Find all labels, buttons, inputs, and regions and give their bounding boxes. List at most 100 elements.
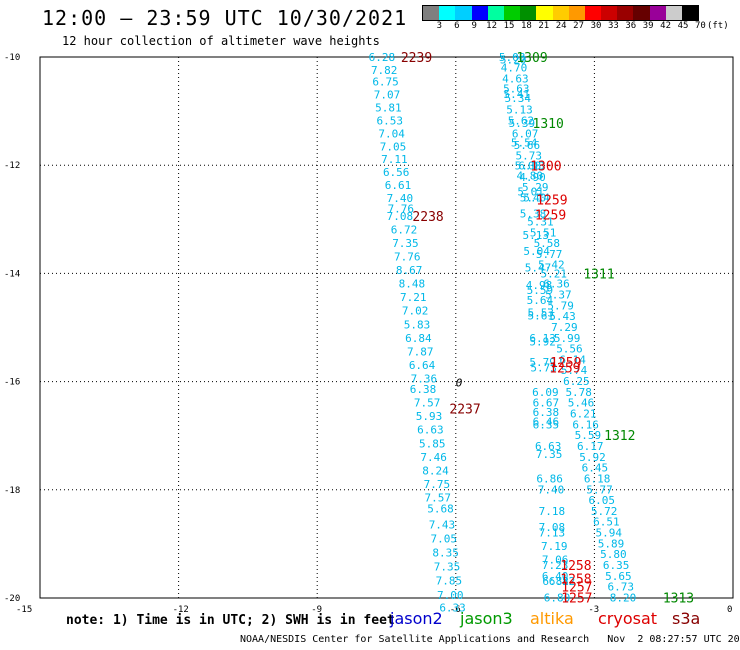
swh-point: 7.87 [407, 345, 434, 358]
swh-point: 6.03 [518, 160, 545, 173]
swh-point: 5.01 [517, 186, 544, 199]
x-tick-label: 0 [727, 605, 732, 615]
swh-point: 5.39 [509, 117, 536, 130]
swh-point: 6.63 [417, 424, 444, 437]
legend-swatch [568, 6, 585, 20]
legend-label: 21 [538, 21, 550, 31]
swh-point: 7.23 [542, 559, 569, 572]
legend-label: 15 [503, 21, 515, 31]
swh-point: 7.40 [387, 192, 414, 205]
swh-point: 6.17 [577, 440, 604, 453]
swh-point: 5.56 [556, 343, 583, 356]
swh-point: 8.67 [396, 264, 423, 277]
swh-point: 5.73 [530, 362, 557, 375]
swh-point: 8.35 [432, 547, 459, 560]
swh-point: 5.99 [554, 332, 581, 345]
swh-point: 7.05 [431, 532, 458, 545]
swh-point: 5.53 [528, 306, 555, 319]
chart-subtitle: 12 hour collection of altimeter wave hei… [62, 34, 380, 48]
swh-point: 7.00 [437, 589, 464, 602]
swh-point: 6.21 [570, 408, 597, 421]
swh-point: 4.80 [516, 169, 543, 182]
swh-point: 5.42 [538, 259, 565, 272]
swh-point: 6.36 [543, 278, 570, 291]
swh-point: 5.14 [523, 192, 550, 205]
swh-point: 5.38 [520, 207, 547, 220]
swh-point: 6.56 [383, 166, 410, 179]
pass-time-label: 1310 [533, 117, 564, 132]
swh-point: 7.76 [394, 251, 421, 264]
track-symbol: 0 [456, 377, 463, 390]
swh-point: 6.61 [385, 179, 412, 192]
y-tick-label: -10 [4, 53, 20, 63]
swh-point: 7.40 [538, 483, 565, 496]
swh-point: 6.46 [533, 416, 560, 429]
pass-time-label: 1258 [560, 559, 591, 574]
swh-point: 6.33 [439, 602, 466, 615]
swh-point: 5.47 [525, 261, 552, 274]
legend-swatch [487, 6, 504, 20]
legend-label: 6 [454, 21, 460, 31]
pass-time-label: 2239 [401, 51, 432, 66]
swh-point: 5.72 [591, 505, 618, 518]
swh-point: 4.70 [501, 61, 528, 74]
legend-swatch [649, 6, 666, 20]
pass-time-label: 2238 [412, 210, 443, 225]
swh-point: 7.46 [420, 451, 447, 464]
swh-point: 5.46 [568, 397, 595, 410]
satellite-label-s3a: s3a [672, 609, 701, 628]
swh-point: 5.29 [522, 181, 549, 194]
swh-point: 5.89 [598, 537, 625, 550]
swh-point: 5.79 [529, 356, 556, 369]
legend-label: 12 [486, 21, 498, 31]
satellite-label-cryosat: cryosat [598, 609, 658, 628]
swh-point: 7.05 [380, 140, 407, 153]
pass-time-label: 1259 [550, 356, 581, 371]
pass-time-label: 1312 [604, 429, 635, 444]
swh-point: 5.94 [595, 527, 622, 540]
swh-point: 5.78 [565, 386, 592, 399]
swh-point: 5.13 [506, 103, 533, 116]
swh-point: 5.77 [586, 483, 613, 496]
legend-swatch [455, 6, 472, 20]
legend-label: (ft) [706, 21, 729, 31]
y-tick-label: -12 [4, 161, 20, 171]
swh-point: 4.98 [526, 279, 553, 292]
legend-label: 33 [607, 21, 619, 31]
swh-point: 5.77 [536, 248, 563, 261]
pass-time-label: 1257 [561, 581, 592, 596]
swh-point: 5.61 [528, 310, 555, 323]
footer-note: note: 1) Time is in UTC; 2) SWH is in fe… [66, 613, 395, 628]
legend-label: 9 [471, 21, 477, 31]
swh-point: 7.82 [371, 64, 398, 77]
swh-point: 7.85 [436, 575, 463, 588]
swh-point: 5.74 [561, 364, 588, 377]
swh-point: 5.81 [375, 101, 402, 114]
footer-credit: NOAA/NESDIS Center for Satellite Applica… [240, 634, 740, 645]
legend-swatch [617, 6, 634, 20]
legend-label: 18 [520, 21, 532, 31]
legend-swatch [503, 6, 521, 20]
swh-point: 4.63 [502, 73, 529, 86]
swh-point: 5.20 [500, 54, 527, 67]
swh-point: 6.07 [512, 127, 539, 140]
swh-point: 8.48 [399, 278, 426, 291]
satellite-label-jason3: jason3 [460, 609, 513, 628]
swh-point: 6.38 [410, 383, 437, 396]
swh-point: 6.35 [603, 559, 630, 572]
swh-point: 5.54 [511, 136, 538, 149]
pass-time-label: 1258 [560, 573, 591, 588]
swh-point: 6.40 [542, 570, 569, 583]
legend-swatch [584, 6, 602, 20]
swh-point: 5.83 [404, 318, 431, 331]
swh-point: 5.59 [575, 429, 602, 442]
swh-point: 5.37 [545, 288, 572, 301]
swh-point: 7.08 [539, 521, 566, 534]
swh-point: 6.09 [532, 386, 559, 399]
x-tick-label: -12 [173, 605, 189, 615]
swh-point: 7.21 [400, 291, 427, 304]
swh-point: 7.13 [539, 527, 566, 540]
swh-point: 6.63 [535, 440, 562, 453]
legend-label: 42 [660, 21, 672, 31]
